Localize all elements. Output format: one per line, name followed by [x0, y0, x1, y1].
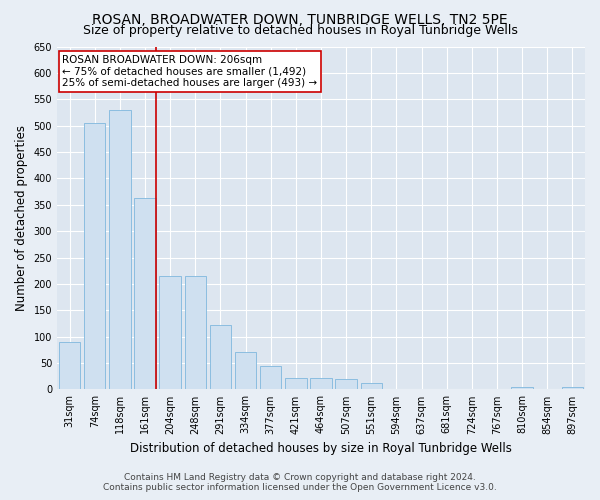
Text: Contains HM Land Registry data © Crown copyright and database right 2024.
Contai: Contains HM Land Registry data © Crown c… — [103, 473, 497, 492]
Bar — [562, 387, 583, 390]
Bar — [134, 198, 156, 390]
Bar — [210, 325, 231, 390]
Bar — [185, 276, 206, 390]
Bar — [310, 378, 332, 390]
Bar — [285, 378, 307, 390]
Bar — [511, 387, 533, 390]
Bar — [160, 276, 181, 390]
Bar — [260, 366, 281, 390]
Bar — [335, 379, 357, 390]
Bar — [361, 382, 382, 390]
Text: Size of property relative to detached houses in Royal Tunbridge Wells: Size of property relative to detached ho… — [83, 24, 517, 37]
Y-axis label: Number of detached properties: Number of detached properties — [15, 125, 28, 311]
Bar — [59, 342, 80, 390]
Text: ROSAN BROADWATER DOWN: 206sqm
← 75% of detached houses are smaller (1,492)
25% o: ROSAN BROADWATER DOWN: 206sqm ← 75% of d… — [62, 55, 317, 88]
Bar — [84, 123, 106, 390]
Text: ROSAN, BROADWATER DOWN, TUNBRIDGE WELLS, TN2 5PE: ROSAN, BROADWATER DOWN, TUNBRIDGE WELLS,… — [92, 12, 508, 26]
Bar — [109, 110, 131, 390]
X-axis label: Distribution of detached houses by size in Royal Tunbridge Wells: Distribution of detached houses by size … — [130, 442, 512, 455]
Bar — [235, 352, 256, 390]
